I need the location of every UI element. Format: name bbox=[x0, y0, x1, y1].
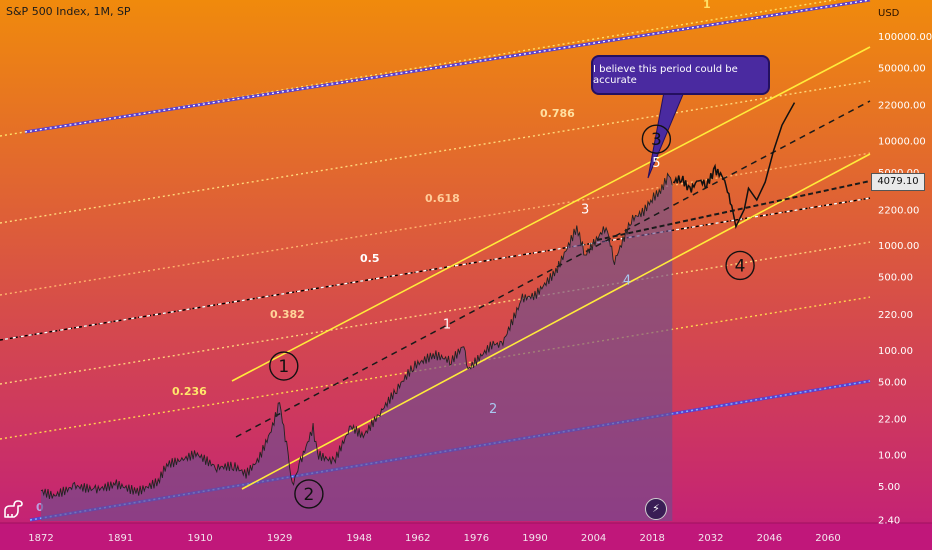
annotation-callout: I believe this period could be accurate bbox=[591, 55, 770, 95]
wave-label-4: 4 bbox=[623, 274, 631, 289]
y-tick-500.00: 500.00 bbox=[878, 273, 913, 284]
x-tick-2004: 2004 bbox=[581, 533, 606, 544]
fib-label-0.786: 0.786 bbox=[540, 107, 575, 120]
x-tick-2060: 2060 bbox=[815, 533, 840, 544]
x-tick-1891: 1891 bbox=[108, 533, 133, 544]
x-tick-1976: 1976 bbox=[464, 533, 489, 544]
x-tick-1962: 1962 bbox=[405, 533, 430, 544]
wave-circle-4 bbox=[725, 250, 755, 281]
x-tick-1910: 1910 bbox=[187, 533, 212, 544]
fib-label-0.5: 0.5 bbox=[360, 252, 380, 265]
y-tick-5.00: 5.00 bbox=[878, 482, 900, 493]
y-tick-2200.00: 2200.00 bbox=[878, 205, 919, 216]
dinosaur-logo-icon bbox=[4, 500, 23, 518]
wave-circle-1 bbox=[269, 351, 299, 381]
wave-label-2: 2 bbox=[489, 402, 497, 417]
wave-label-5: 5 bbox=[652, 156, 660, 171]
y-tick-220.00: 220.00 bbox=[878, 310, 913, 321]
y-tick-2.40: 2.40 bbox=[878, 515, 900, 526]
callout-text: I believe this period could be accurate bbox=[593, 64, 738, 86]
price-line-projection bbox=[672, 102, 796, 230]
x-tick-2018: 2018 bbox=[639, 533, 664, 544]
trend-line-dashed bbox=[596, 180, 871, 241]
chart-title: S&P 500 Index, 1M, SP bbox=[6, 5, 131, 18]
y-tick-50.00: 50.00 bbox=[878, 377, 907, 388]
x-tick-1990: 1990 bbox=[522, 533, 547, 544]
y-tick-10.00: 10.00 bbox=[878, 450, 907, 461]
y-tick-100000.00: 100000.00 bbox=[878, 32, 932, 43]
y-axis-unit: USD bbox=[878, 8, 900, 19]
price-line-historical bbox=[40, 172, 673, 499]
wave-circle-2 bbox=[294, 479, 324, 509]
x-tick-1872: 1872 bbox=[28, 533, 53, 544]
fib-label-0.618: 0.618 bbox=[425, 192, 460, 205]
fib-line-0.786 bbox=[0, 80, 871, 224]
wave-label-1: 1 bbox=[443, 317, 451, 332]
y-tick-100.00: 100.00 bbox=[878, 346, 913, 357]
yellow-channel-top bbox=[231, 46, 871, 382]
fib-label-0: 0 bbox=[36, 501, 44, 514]
channel-midline bbox=[235, 100, 871, 438]
x-tick-2032: 2032 bbox=[698, 533, 723, 544]
yellow-channel-bottom bbox=[241, 153, 871, 490]
outer-channel-top bbox=[24, 0, 871, 134]
fib-line-overlay-0.5 bbox=[0, 197, 871, 341]
price-area-fill bbox=[41, 173, 673, 521]
wave-label-circled-3: 3 bbox=[651, 130, 662, 150]
wave-label-circled-1: 1 bbox=[278, 357, 289, 377]
fib-label-0.382: 0.382 bbox=[270, 308, 305, 321]
x-tick-1948: 1948 bbox=[346, 533, 371, 544]
y-tick-22000.00: 22000.00 bbox=[878, 101, 926, 112]
fib-line-0.5 bbox=[0, 197, 871, 341]
wave-label-circled-2: 2 bbox=[304, 485, 315, 505]
fib-label-1: 1 bbox=[703, 0, 711, 11]
y-tick-50000.00: 50000.00 bbox=[878, 63, 926, 74]
fib-line-0.618 bbox=[0, 152, 871, 296]
y-tick-10000.00: 10000.00 bbox=[878, 136, 926, 147]
y-tick-22.00: 22.00 bbox=[878, 415, 907, 426]
lightning-bolt-icon[interactable]: ⚡ bbox=[645, 498, 667, 520]
fib-label-0.236: 0.236 bbox=[172, 385, 207, 398]
x-tick-1929: 1929 bbox=[267, 533, 292, 544]
last-price-badge: 4079.10 bbox=[871, 173, 925, 191]
wave-circle-3 bbox=[641, 124, 672, 154]
y-tick-1000.00: 1000.00 bbox=[878, 241, 919, 252]
wave-label-circled-4: 4 bbox=[735, 256, 746, 276]
fib-line-0.382 bbox=[0, 241, 871, 385]
x-axis-panel bbox=[0, 523, 932, 550]
x-tick-2046: 2046 bbox=[757, 533, 782, 544]
wave-label-3: 3 bbox=[581, 203, 589, 218]
